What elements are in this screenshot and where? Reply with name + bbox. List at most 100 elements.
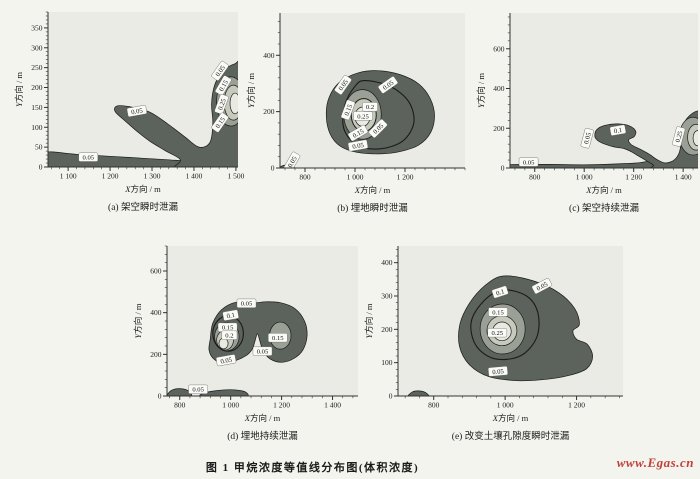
contour-regions: 0.05 0.050.15 0.20.250.15 0.050.050.05 xyxy=(280,70,435,168)
svg-text:400: 400 xyxy=(263,51,275,60)
contour-regions: 0.05 0.1 0.15 0.25 0.05 xyxy=(407,275,593,396)
svg-text:400: 400 xyxy=(150,308,162,317)
contour-regions: 0.05 0.05 0.1 0.25 xyxy=(510,110,698,168)
contour-label: 0.15 xyxy=(268,333,288,343)
x-axis-title: X方向 / m xyxy=(585,185,622,195)
svg-text:0.05: 0.05 xyxy=(220,357,233,366)
svg-text:1 200: 1 200 xyxy=(568,401,585,410)
svg-text:800: 800 xyxy=(529,173,541,182)
svg-text:350: 350 xyxy=(31,23,43,32)
svg-text:0.05: 0.05 xyxy=(257,349,269,356)
x-axis-title: X方向 / m xyxy=(244,413,281,423)
contour-label: 0.05 xyxy=(126,105,148,117)
contour-label: 0.2 xyxy=(362,102,378,112)
y-axis-title: Y方向 / m xyxy=(14,72,24,107)
contour-label: 0.15 xyxy=(340,99,356,121)
tick-labels: 800 1 000 1 200 0 200 400 xyxy=(263,51,413,182)
contour-regions: 0.050.10.150.20.050.050.150.05 xyxy=(167,298,308,396)
contour-regions: 0.050.050.050.150.250.15 xyxy=(48,60,238,167)
contour-label: 0.25 xyxy=(214,93,229,115)
svg-text:0.05: 0.05 xyxy=(492,368,505,376)
contour-label: 0.05 xyxy=(488,366,508,377)
svg-text:1 000: 1 000 xyxy=(222,401,239,410)
contour-label: 0.1 xyxy=(491,285,509,299)
contour-label: 0.25 xyxy=(487,328,508,338)
svg-text:800: 800 xyxy=(174,401,186,410)
contour-label: 0.05 xyxy=(215,354,237,367)
watermark[interactable]: www.Egas.cn xyxy=(616,455,694,470)
subplot-caption: (c) 架空持续泄漏 xyxy=(569,202,639,214)
contour-label: 0.05 xyxy=(531,277,553,295)
contour-label: 0.05 xyxy=(252,346,273,356)
svg-text:1 200: 1 200 xyxy=(273,401,290,410)
svg-text:1 200: 1 200 xyxy=(625,173,642,182)
svg-text:250: 250 xyxy=(31,63,43,72)
svg-text:800: 800 xyxy=(428,401,440,410)
x-axis-title: X方向 / m xyxy=(492,413,529,423)
tick-labels: 800 1 000 1 200 1 400 0 200 400 600 xyxy=(493,44,692,181)
svg-text:800: 800 xyxy=(299,173,311,182)
svg-text:50: 50 xyxy=(35,143,43,152)
x-axis-title: X方向 / m xyxy=(124,184,161,194)
y-axis-title: Y方向 / m xyxy=(246,73,256,108)
contour-label: 0.1 xyxy=(222,309,239,321)
y-axis-title: Y方向 / m xyxy=(476,73,486,108)
svg-text:1 100: 1 100 xyxy=(60,172,77,181)
svg-text:200: 200 xyxy=(31,83,43,92)
svg-text:1 200: 1 200 xyxy=(397,173,414,182)
svg-text:100: 100 xyxy=(381,358,393,367)
svg-text:400: 400 xyxy=(381,258,393,267)
svg-text:0: 0 xyxy=(158,392,162,401)
contour-label: 0.25 xyxy=(353,111,373,121)
svg-text:1 200: 1 200 xyxy=(102,172,119,181)
contour-label: 0.05 xyxy=(580,127,594,149)
subplot-caption: (b) 埋地瞬时泄漏 xyxy=(337,202,407,214)
contour-label: 0.05 xyxy=(78,152,99,162)
svg-text:0.05: 0.05 xyxy=(536,281,550,293)
svg-text:1 300: 1 300 xyxy=(144,172,161,181)
svg-text:0.05: 0.05 xyxy=(352,142,365,151)
svg-text:200: 200 xyxy=(493,124,505,133)
contour-label: 0.15 xyxy=(488,307,508,317)
contour-label: 0.05 xyxy=(347,139,369,152)
svg-text:0.25: 0.25 xyxy=(492,330,504,337)
svg-text:0: 0 xyxy=(271,164,275,173)
tick-labels: 1 100 1 200 1 300 1 400 1 500 0 50 100 150 200 250… xyxy=(31,23,244,180)
svg-text:0.25: 0.25 xyxy=(675,130,685,144)
svg-text:1 000: 1 000 xyxy=(347,173,364,182)
svg-text:0.15: 0.15 xyxy=(344,103,355,117)
tick-labels: 800 1 000 1 200 0 100 200 300 400 xyxy=(381,258,585,409)
y-axis-title: Y方向 / m xyxy=(364,303,374,338)
svg-text:400: 400 xyxy=(493,84,505,93)
svg-text:200: 200 xyxy=(263,107,275,116)
svg-text:0.05: 0.05 xyxy=(83,155,95,162)
plot-background xyxy=(510,13,698,168)
svg-text:600: 600 xyxy=(493,44,505,53)
contour-plot-e: 0.05 0.1 0.15 0.25 0.05 800 1 000 1 200 0 100 200 3… xyxy=(364,246,623,442)
svg-text:1 400: 1 400 xyxy=(675,173,692,182)
svg-text:0.15: 0.15 xyxy=(492,309,504,316)
svg-text:0.25: 0.25 xyxy=(217,97,228,111)
contour-label: 0.25 xyxy=(672,126,686,147)
svg-text:0.2: 0.2 xyxy=(225,333,233,340)
contour-label: 0.1 xyxy=(609,124,627,136)
svg-text:0.25: 0.25 xyxy=(357,113,369,120)
svg-text:0.15: 0.15 xyxy=(222,325,234,332)
tick-labels: 800 1 000 1 200 1 400 0 200 400 600 xyxy=(150,267,341,410)
contour-label: 0.2 xyxy=(221,330,238,340)
svg-text:0: 0 xyxy=(389,392,393,401)
figure-caption: 图 1 甲烷浓度等值线分布图(体积浓度) xyxy=(205,462,420,474)
svg-text:0.05: 0.05 xyxy=(192,387,204,394)
svg-text:150: 150 xyxy=(31,103,43,112)
svg-text:0.15: 0.15 xyxy=(272,335,284,342)
contour-label: 0.05 xyxy=(236,298,257,308)
svg-text:0.05: 0.05 xyxy=(131,107,144,116)
svg-text:1 000: 1 000 xyxy=(497,401,514,410)
contour-label: 0.15 xyxy=(217,322,238,332)
x-axis-title: X方向 / m xyxy=(354,185,391,195)
svg-text:0: 0 xyxy=(39,163,43,172)
subplot-caption: (e) 改变土壤孔隙度瞬时泄漏 xyxy=(452,430,569,442)
svg-text:1 000: 1 000 xyxy=(576,173,593,182)
